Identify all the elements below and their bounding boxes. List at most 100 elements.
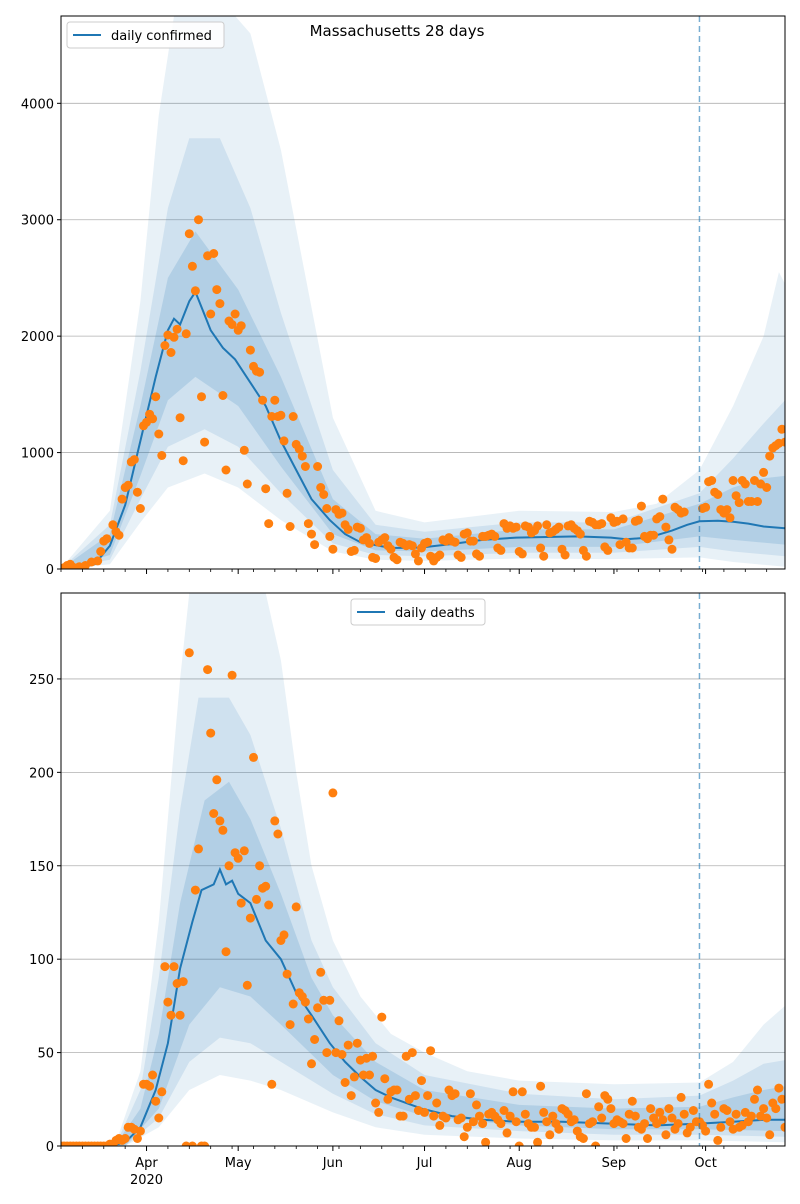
observed-point	[264, 900, 274, 910]
observed-point	[187, 1141, 197, 1146]
observed-point	[279, 930, 289, 940]
legend-label: daily deaths	[395, 606, 475, 621]
observed-point	[166, 348, 176, 357]
observed-point	[685, 1122, 695, 1132]
observed-point	[679, 507, 689, 517]
observed-point	[307, 1059, 316, 1069]
observed-point	[114, 530, 124, 540]
observed-point	[725, 513, 735, 523]
observed-point	[728, 476, 738, 485]
observed-point	[417, 1076, 426, 1086]
observed-point	[310, 1035, 320, 1044]
observed-point	[343, 1040, 353, 1050]
observed-point	[288, 412, 298, 421]
observed-point	[337, 508, 347, 518]
observed-point	[249, 752, 258, 762]
observed-point	[178, 977, 188, 987]
observed-point	[539, 1107, 549, 1117]
observed-point	[377, 1012, 387, 1022]
observed-point	[194, 215, 203, 225]
observed-point	[230, 309, 240, 319]
observed-point	[218, 825, 228, 835]
observed-point	[386, 544, 396, 554]
observed-point	[520, 1109, 530, 1119]
observed-point	[640, 1119, 649, 1129]
observed-point	[676, 1092, 686, 1102]
observed-point	[450, 1089, 460, 1099]
observed-point	[505, 1111, 515, 1121]
observed-point	[392, 555, 402, 565]
observed-point	[175, 1010, 185, 1020]
observed-point	[478, 1119, 488, 1129]
observed-point	[539, 551, 549, 561]
observed-point	[780, 437, 785, 447]
y-tick-label: 0	[46, 563, 54, 578]
observed-point	[777, 424, 785, 434]
observed-point	[725, 1117, 735, 1127]
observed-point	[569, 1115, 579, 1125]
observed-point	[606, 1104, 616, 1114]
observed-point	[236, 321, 246, 331]
chart-title: Massachusetts 28 days	[310, 22, 485, 40]
observed-point	[591, 1141, 601, 1146]
observed-point	[178, 456, 188, 466]
observed-point	[148, 1070, 158, 1080]
deaths-panel: 0 50 100 150 200 250 Apr 2020 May Jun Jul Aug Sep Oct…	[29, 592, 786, 1188]
observed-point	[279, 436, 289, 446]
observed-point	[221, 465, 231, 475]
observed-point	[777, 1094, 785, 1104]
observed-point	[713, 490, 723, 499]
legend-label: daily confirmed	[111, 29, 212, 44]
plot-area	[61, 593, 785, 1146]
observed-point	[618, 1119, 628, 1129]
observed-point	[145, 1081, 155, 1091]
observed-point	[407, 541, 417, 551]
observed-point	[169, 332, 179, 342]
observed-point	[627, 543, 637, 553]
observed-point	[514, 1141, 524, 1146]
observed-point	[560, 550, 570, 560]
observed-point	[313, 1003, 323, 1013]
observed-point	[132, 1134, 142, 1143]
observed-point	[267, 1079, 277, 1089]
observed-point	[166, 1010, 176, 1020]
observed-point	[371, 554, 381, 563]
axes-frame	[60, 15, 786, 570]
observed-point	[603, 1094, 613, 1104]
observed-point	[398, 1111, 408, 1121]
observed-point	[294, 444, 304, 454]
uncertainty-band-3	[61, 231, 785, 569]
y-tick-label: 0	[46, 1140, 54, 1155]
observed-point	[413, 556, 423, 566]
observed-point	[374, 1107, 384, 1117]
observed-point	[117, 494, 127, 504]
observed-point	[475, 551, 484, 561]
observed-point	[285, 1020, 295, 1030]
observed-point	[731, 1109, 741, 1119]
observed-point	[270, 395, 280, 405]
observed-point	[658, 1115, 668, 1125]
legend: daily confirmed	[66, 21, 225, 49]
observed-point	[227, 670, 237, 680]
observed-point	[707, 1098, 717, 1108]
uncertainty-band-2	[61, 697, 785, 1146]
x-tick-label: Jun	[322, 1156, 343, 1171]
observed-point	[355, 523, 365, 533]
observed-point	[245, 345, 255, 355]
observed-point	[184, 648, 194, 658]
observed-point	[132, 487, 142, 497]
observed-point	[499, 1106, 509, 1115]
observed-point	[270, 816, 280, 826]
observed-point	[426, 1046, 436, 1056]
observed-point	[212, 775, 222, 785]
observed-point	[322, 504, 332, 513]
observed-point	[334, 1016, 344, 1026]
observed-point	[209, 249, 219, 258]
observed-point	[575, 529, 585, 539]
observed-point	[432, 1098, 442, 1108]
observed-point	[530, 1122, 539, 1132]
observed-point	[255, 367, 265, 377]
observed-point	[190, 885, 200, 895]
observed-point	[740, 479, 750, 489]
